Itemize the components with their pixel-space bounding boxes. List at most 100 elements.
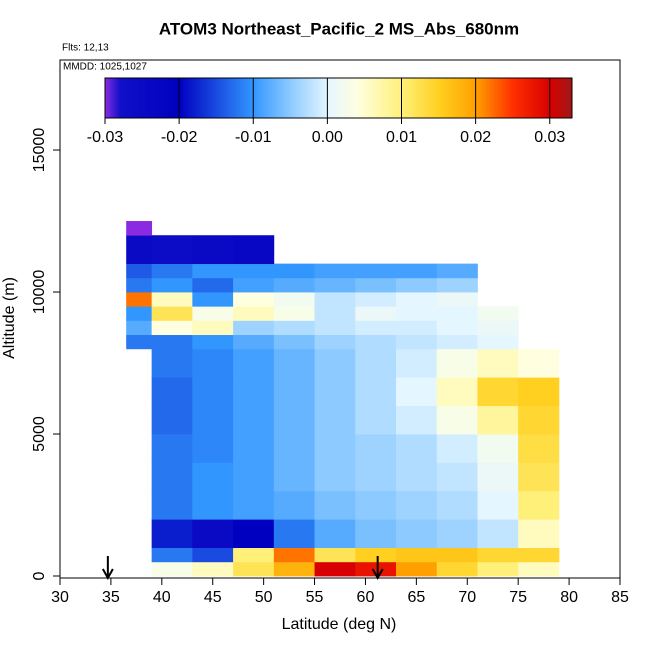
heat-cell [151, 235, 193, 265]
y-tick-label: 0 [31, 571, 48, 580]
heat-cell [151, 377, 193, 407]
heat-cell [314, 320, 356, 336]
x-tick-label: 75 [509, 589, 527, 606]
x-tick-label: 65 [407, 589, 425, 606]
heat-cell [396, 462, 438, 492]
heat-cell [396, 434, 438, 463]
heat-cell [192, 277, 234, 293]
heat-cell [151, 519, 193, 549]
heat-cell [314, 561, 356, 577]
heat-cell [477, 320, 519, 336]
heat-cell [192, 405, 234, 435]
heat-cell [518, 519, 560, 549]
heat-cell [192, 263, 234, 279]
heat-cell [436, 277, 478, 293]
heat-cell [126, 277, 153, 293]
heat-cell [233, 320, 275, 336]
heat-cell [233, 292, 275, 307]
heat-cell [233, 306, 275, 321]
heat-cell [518, 405, 560, 435]
flights-label: Flts: 12,13 [62, 43, 109, 54]
heat-cell [355, 434, 397, 463]
heat-cell [273, 519, 315, 549]
chart-title: ATOM3 Northeast_Pacific_2 MS_Abs_680nm [159, 19, 519, 38]
heat-cell [126, 320, 153, 336]
colorbar-tick-label: 0.00 [312, 129, 343, 146]
heat-cell [436, 292, 478, 307]
heat-cell [355, 490, 397, 520]
heat-cell [314, 377, 356, 407]
heat-cell [151, 547, 193, 563]
heat-cell [192, 235, 234, 265]
heat-cell [233, 263, 275, 279]
heat-cell [151, 277, 193, 293]
heat-cell [518, 561, 560, 577]
arrow-head [371, 568, 384, 581]
heat-cell [396, 334, 438, 350]
heat-cell [273, 561, 315, 577]
heat-cell [233, 519, 275, 549]
heat-cell [192, 434, 234, 463]
heat-cell [314, 462, 356, 492]
heat-cell [396, 490, 438, 520]
arrow-head [101, 568, 114, 581]
colorbar-tick-label: 0.01 [386, 129, 417, 146]
heat-cell [477, 490, 519, 520]
colorbar-segment [549, 78, 573, 118]
heat-cell [151, 334, 193, 350]
date-label: MMDD: 1025,1027 [63, 62, 147, 73]
heat-cell [126, 292, 153, 307]
y-axis-label: Altitude (m) [1, 277, 18, 359]
heat-cell [233, 235, 275, 265]
heat-cell [396, 292, 438, 307]
heat-cell [477, 547, 519, 563]
heat-cell [355, 306, 397, 321]
heat-cell [436, 320, 478, 336]
heat-cell [192, 348, 234, 378]
heat-cell [192, 306, 234, 321]
colorbar-tick-label: -0.02 [161, 129, 198, 146]
heat-cell [436, 462, 478, 492]
heat-cell [396, 547, 438, 563]
heat-cell [355, 547, 397, 563]
heat-cell [396, 277, 438, 293]
plot-frame [59, 59, 621, 579]
heat-cell [192, 334, 234, 350]
heat-cell [355, 277, 397, 293]
heat-cell [273, 405, 315, 435]
heat-cell [518, 547, 560, 563]
heat-cell [355, 561, 397, 577]
heat-cell [396, 519, 438, 549]
heat-cell [436, 490, 478, 520]
heat-cell [126, 334, 153, 350]
x-tick-label: 45 [204, 589, 222, 606]
heat-cell [477, 434, 519, 463]
colorbar-segment [253, 78, 291, 118]
heat-cell [436, 348, 478, 378]
colorbar-tick-label: -0.01 [235, 129, 272, 146]
heat-cell [436, 405, 478, 435]
heat-cell [273, 334, 315, 350]
colorbar-segment [475, 78, 513, 118]
heat-cell [314, 263, 356, 279]
colorbar-segment [179, 78, 254, 118]
colorbar-tick-label: 0.03 [534, 129, 565, 146]
heat-cell [192, 547, 234, 563]
heat-cell [273, 547, 315, 563]
colorbar-segment [357, 78, 402, 118]
heat-cell [477, 334, 519, 350]
heat-cell [314, 306, 356, 321]
heat-cell [355, 263, 397, 279]
heat-cell [436, 306, 478, 321]
heat-cell [151, 462, 193, 492]
heat-cell [126, 306, 153, 321]
colorbar-segment [119, 78, 180, 118]
heat-cell [396, 306, 438, 321]
heat-cell [192, 292, 234, 307]
heat-cell [192, 320, 234, 336]
heat-cell [396, 405, 438, 435]
colorbar-segment [105, 78, 121, 118]
colorbar-segment [438, 78, 476, 118]
heat-cell [355, 334, 397, 350]
